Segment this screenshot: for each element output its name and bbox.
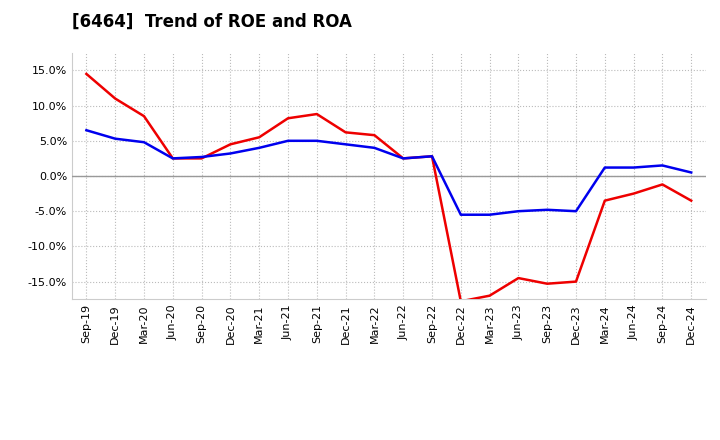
ROA <box>572 209 580 214</box>
Line: ROA: ROA <box>86 130 691 215</box>
ROE <box>111 96 120 101</box>
ROE <box>284 116 292 121</box>
ROE <box>82 71 91 77</box>
ROA <box>399 156 408 161</box>
ROE <box>341 130 350 135</box>
ROE <box>197 156 206 161</box>
ROE <box>168 156 177 161</box>
ROA <box>226 151 235 156</box>
ROA <box>312 138 321 143</box>
ROE <box>399 156 408 161</box>
Line: ROE: ROE <box>86 74 691 301</box>
ROA <box>687 170 696 175</box>
ROE <box>312 111 321 117</box>
ROA <box>543 207 552 213</box>
ROA <box>456 212 465 217</box>
ROE <box>255 135 264 140</box>
ROE <box>629 191 638 196</box>
ROE <box>658 182 667 187</box>
ROE <box>600 198 609 203</box>
ROE <box>428 154 436 159</box>
ROA <box>140 139 148 145</box>
ROA <box>111 136 120 141</box>
ROA <box>168 156 177 161</box>
ROA <box>600 165 609 170</box>
ROA <box>197 154 206 160</box>
ROA <box>428 154 436 159</box>
ROA <box>629 165 638 170</box>
ROA <box>485 212 494 217</box>
ROA <box>284 138 292 143</box>
ROA <box>514 209 523 214</box>
ROE <box>456 299 465 304</box>
ROE <box>687 198 696 203</box>
ROA <box>341 142 350 147</box>
ROA <box>255 145 264 150</box>
ROE <box>543 281 552 286</box>
ROA <box>370 145 379 150</box>
ROA <box>658 163 667 168</box>
Text: [6464]  Trend of ROE and ROA: [6464] Trend of ROE and ROA <box>72 13 352 31</box>
ROE <box>140 114 148 119</box>
ROA <box>82 128 91 133</box>
ROE <box>370 132 379 138</box>
ROE <box>572 279 580 284</box>
ROE <box>485 293 494 298</box>
ROE <box>226 142 235 147</box>
ROE <box>514 275 523 281</box>
